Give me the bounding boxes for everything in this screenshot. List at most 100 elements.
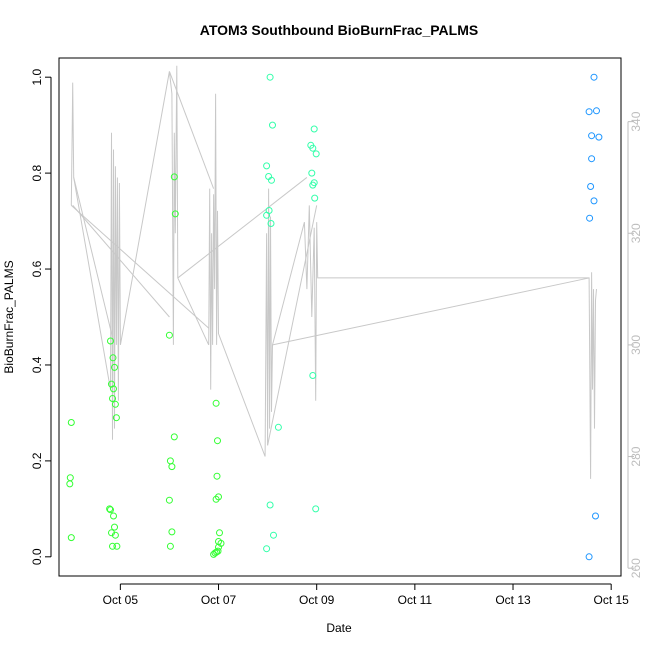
data-point xyxy=(266,73,274,81)
data-point xyxy=(170,173,178,181)
data-point xyxy=(109,395,116,402)
data-point xyxy=(110,512,117,520)
data-point xyxy=(66,474,74,482)
data-point xyxy=(588,132,596,140)
x-tick-label: Oct 11 xyxy=(398,593,433,607)
data-point xyxy=(111,400,119,408)
line-connector xyxy=(73,177,114,340)
x-tick-label: Oct 15 xyxy=(594,593,630,607)
data-point xyxy=(587,183,595,190)
data-point xyxy=(263,162,271,170)
data-point xyxy=(212,495,220,503)
data-point xyxy=(588,155,596,163)
data-point xyxy=(107,506,114,514)
data-point xyxy=(269,121,276,129)
data-point xyxy=(310,125,318,133)
data-point xyxy=(312,505,320,513)
x-tick-label: Oct 13 xyxy=(495,593,531,607)
line-connector xyxy=(272,277,590,346)
y-right-tick-label: 320 xyxy=(629,223,643,243)
y-left-tick-label: 0.0 xyxy=(30,548,44,565)
x-tick-label: Oct 07 xyxy=(201,593,237,607)
y-right-tick-label: 260 xyxy=(629,558,643,578)
data-point xyxy=(170,433,178,441)
data-point xyxy=(312,150,320,158)
data-point xyxy=(109,542,116,550)
y-right-tick-label: 340 xyxy=(629,111,643,131)
data-point xyxy=(585,108,593,116)
line-connector xyxy=(168,71,215,189)
y-left-tick-label: 0.4 xyxy=(30,356,44,373)
data-point xyxy=(106,505,114,513)
y-left-tick-label: 0.6 xyxy=(30,260,44,277)
data-point xyxy=(308,169,316,177)
data-point xyxy=(166,542,174,550)
data-point xyxy=(309,144,317,152)
data-point xyxy=(270,531,277,539)
y-axis-right: 260 280 300 320 340 xyxy=(627,111,643,578)
y-left-tick-label: 1.0 xyxy=(30,69,44,86)
data-point xyxy=(309,372,317,379)
data-point xyxy=(586,214,594,222)
data-point xyxy=(274,423,282,431)
line-connector xyxy=(72,205,170,318)
data-point xyxy=(107,337,114,345)
data-point xyxy=(216,529,223,537)
data-point xyxy=(168,528,176,536)
data-point xyxy=(113,542,121,550)
data-point xyxy=(165,331,173,339)
y-right-tick-label: 280 xyxy=(629,446,643,466)
line-series-layer xyxy=(70,65,597,479)
x-axis: Oct 05 Oct 07 Oct 09 Oct 11 Oct 13 Oct 15 xyxy=(103,583,630,607)
data-point xyxy=(263,545,271,553)
data-point xyxy=(311,194,319,202)
data-point xyxy=(213,548,221,556)
data-point xyxy=(213,472,221,480)
data-point xyxy=(212,399,220,407)
data-point xyxy=(215,493,222,501)
x-tick-label: Oct 09 xyxy=(299,593,335,607)
data-point xyxy=(67,419,75,426)
data-point xyxy=(266,501,274,509)
chart-title: ATOM3 Southbound BioBurnFrac_PALMS xyxy=(200,22,478,38)
data-point xyxy=(215,543,222,551)
data-point xyxy=(171,210,179,218)
data-point xyxy=(112,414,120,422)
data-point xyxy=(111,523,118,531)
data-point xyxy=(268,176,275,184)
data-point xyxy=(166,457,174,465)
plot-area-frame xyxy=(58,57,622,577)
data-point xyxy=(590,197,598,205)
line-series-path xyxy=(70,65,597,479)
x-axis-label: Date xyxy=(326,621,352,635)
data-point xyxy=(263,211,271,219)
data-point xyxy=(66,480,74,488)
data-point xyxy=(592,512,599,520)
data-point xyxy=(593,107,600,115)
data-point xyxy=(214,437,221,445)
y-axis-label: BioBurnFrac_PALMS xyxy=(2,260,16,373)
data-point xyxy=(111,531,119,539)
line-connector xyxy=(177,177,308,279)
data-point xyxy=(168,463,176,471)
data-point xyxy=(267,220,275,227)
y-axis-left: 0.0 0.2 0.4 0.6 0.8 1.0 xyxy=(30,69,52,565)
data-point xyxy=(109,354,117,362)
line-connector xyxy=(267,205,318,446)
y-left-tick-label: 0.8 xyxy=(30,164,44,181)
data-point xyxy=(590,73,598,81)
data-point xyxy=(309,181,317,189)
points-layer xyxy=(66,73,603,561)
y-right-tick-label: 300 xyxy=(629,335,643,355)
line-connector xyxy=(70,204,210,329)
data-point xyxy=(110,385,117,393)
data-point xyxy=(595,133,603,141)
data-point xyxy=(111,363,118,371)
data-point xyxy=(67,534,75,542)
data-point xyxy=(585,553,593,561)
x-tick-label: Oct 05 xyxy=(103,593,139,607)
y-left-tick-label: 0.2 xyxy=(30,452,44,469)
data-point xyxy=(165,496,173,504)
data-point xyxy=(214,547,222,555)
